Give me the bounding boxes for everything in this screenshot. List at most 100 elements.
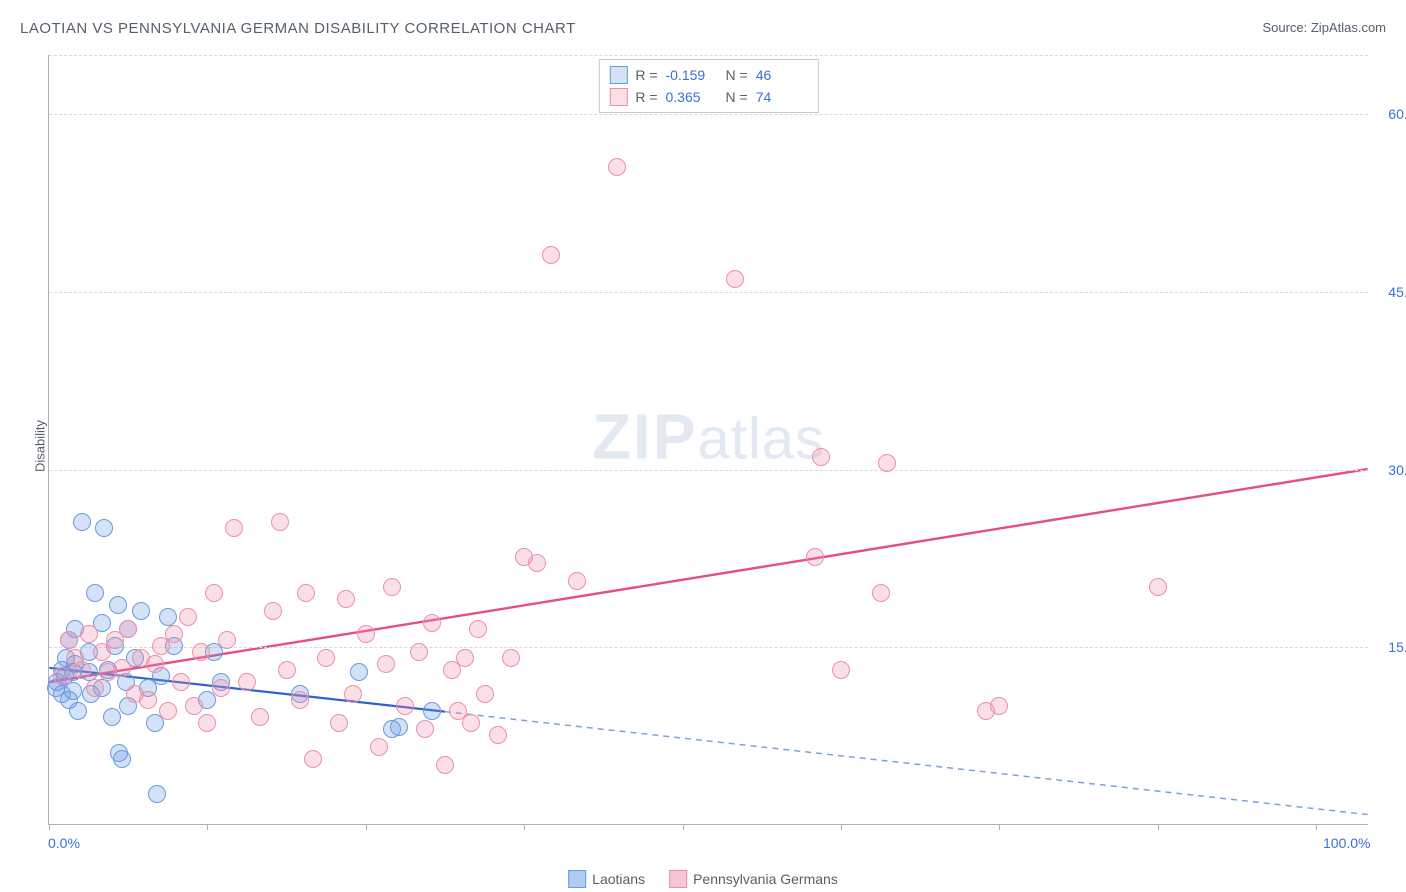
stats-row: R =0.365N =74 xyxy=(609,86,807,108)
scatter-point xyxy=(528,554,546,572)
x-tick xyxy=(683,824,684,830)
scatter-point xyxy=(86,584,104,602)
scatter-point xyxy=(132,602,150,620)
gridline xyxy=(49,292,1368,293)
scatter-point xyxy=(330,714,348,732)
legend-label: Laotians xyxy=(592,871,645,887)
scatter-point xyxy=(806,548,824,566)
y-tick-label: 60.0% xyxy=(1373,106,1406,122)
plot-area: ZIPatlas R =-0.159N =46R =0.365N =74 15.… xyxy=(48,55,1368,825)
x-tick xyxy=(841,824,842,830)
x-tick xyxy=(1158,824,1159,830)
scatter-point xyxy=(148,785,166,803)
scatter-point xyxy=(218,631,236,649)
scatter-point xyxy=(357,625,375,643)
trend-line-dash xyxy=(445,712,1368,815)
scatter-point xyxy=(53,667,71,685)
scatter-point xyxy=(568,572,586,590)
scatter-point xyxy=(317,649,335,667)
scatter-point xyxy=(179,608,197,626)
y-tick-label: 45.0% xyxy=(1373,284,1406,300)
stats-row: R = -0.159 N = 46 xyxy=(609,64,807,86)
scatter-point xyxy=(146,655,164,673)
stat-value-n: 46 xyxy=(756,67,808,83)
scatter-point xyxy=(350,663,368,681)
swatch-icon xyxy=(609,66,627,84)
scatter-point xyxy=(73,661,91,679)
stat-label-n: N = xyxy=(726,67,748,83)
scatter-point xyxy=(225,519,243,537)
y-axis-label: Disability xyxy=(33,420,48,472)
scatter-point xyxy=(304,750,322,768)
scatter-point xyxy=(456,649,474,667)
scatter-point xyxy=(278,661,296,679)
scatter-point xyxy=(396,697,414,715)
scatter-point xyxy=(502,649,520,667)
stat-value-n: 74 xyxy=(756,89,808,105)
scatter-point xyxy=(139,691,157,709)
scatter-point xyxy=(832,661,850,679)
scatter-point xyxy=(878,454,896,472)
scatter-point xyxy=(370,738,388,756)
scatter-point xyxy=(489,726,507,744)
scatter-point xyxy=(377,655,395,673)
source-label: Source: ZipAtlas.com xyxy=(1262,20,1386,35)
scatter-point xyxy=(291,691,309,709)
legend-item: Laotians xyxy=(568,870,645,888)
scatter-point xyxy=(410,643,428,661)
scatter-point xyxy=(159,702,177,720)
scatter-point xyxy=(271,513,289,531)
scatter-point xyxy=(251,708,269,726)
scatter-point xyxy=(73,513,91,531)
stat-value-r: -0.159 xyxy=(666,67,718,83)
scatter-point xyxy=(192,643,210,661)
legend-label: Pennsylvania Germans xyxy=(693,871,838,887)
scatter-point xyxy=(990,697,1008,715)
x-tick xyxy=(207,824,208,830)
scatter-point xyxy=(109,596,127,614)
x-tick xyxy=(49,824,50,830)
stat-label-r: R = xyxy=(635,89,657,105)
scatter-point xyxy=(1149,578,1167,596)
scatter-point xyxy=(60,631,78,649)
scatter-point xyxy=(542,246,560,264)
x-min-label: 0.0% xyxy=(48,835,80,851)
stat-label-r: R = xyxy=(635,67,657,83)
x-max-label: 100.0% xyxy=(1323,835,1370,851)
scatter-point xyxy=(872,584,890,602)
x-tick xyxy=(1316,824,1317,830)
swatch-icon xyxy=(609,88,627,106)
scatter-point xyxy=(159,608,177,626)
legend-item: Pennsylvania Germans xyxy=(669,870,838,888)
trend-lines xyxy=(49,55,1368,824)
gridline xyxy=(49,114,1368,115)
stat-value-r: 0.365 xyxy=(666,89,718,105)
scatter-point xyxy=(165,625,183,643)
scatter-point xyxy=(212,679,230,697)
x-tick xyxy=(366,824,367,830)
scatter-point xyxy=(344,685,362,703)
scatter-point xyxy=(476,685,494,703)
gridline xyxy=(49,470,1368,471)
scatter-point xyxy=(198,714,216,732)
scatter-point xyxy=(469,620,487,638)
scatter-point xyxy=(69,702,87,720)
scatter-point xyxy=(205,584,223,602)
scatter-point xyxy=(64,682,82,700)
scatter-point xyxy=(390,718,408,736)
scatter-point xyxy=(383,578,401,596)
scatter-point xyxy=(462,714,480,732)
y-tick-label: 30.0% xyxy=(1373,462,1406,478)
scatter-point xyxy=(423,614,441,632)
gridline xyxy=(49,55,1368,56)
scatter-point xyxy=(608,158,626,176)
swatch-icon xyxy=(669,870,687,888)
scatter-point xyxy=(172,673,190,691)
scatter-point xyxy=(297,584,315,602)
stats-legend-box: R =-0.159N =46R =0.365N =74 xyxy=(598,59,818,113)
scatter-point xyxy=(337,590,355,608)
scatter-point xyxy=(416,720,434,738)
scatter-point xyxy=(423,702,441,720)
trend-line-pennsylvania-germans xyxy=(49,469,1367,682)
x-tick xyxy=(999,824,1000,830)
